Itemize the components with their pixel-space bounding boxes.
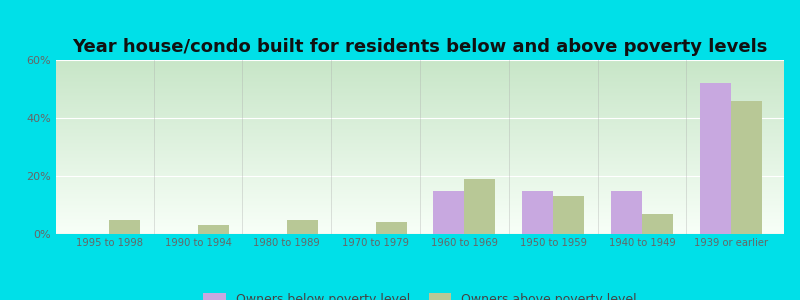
Bar (522, 190, 553, 234)
Bar (434, 190, 464, 234)
Bar (376, 222, 406, 234)
Bar (700, 83, 730, 234)
Title: Year house/condo built for residents below and above poverty levels: Year house/condo built for residents bel… (72, 38, 768, 56)
Bar (110, 220, 140, 234)
Bar (464, 179, 495, 234)
Bar (553, 196, 584, 234)
Legend: Owners below poverty level, Owners above poverty level: Owners below poverty level, Owners above… (199, 289, 641, 300)
Bar (611, 190, 642, 234)
Bar (642, 214, 673, 234)
Bar (198, 225, 229, 234)
Bar (730, 100, 762, 234)
Bar (287, 220, 318, 234)
